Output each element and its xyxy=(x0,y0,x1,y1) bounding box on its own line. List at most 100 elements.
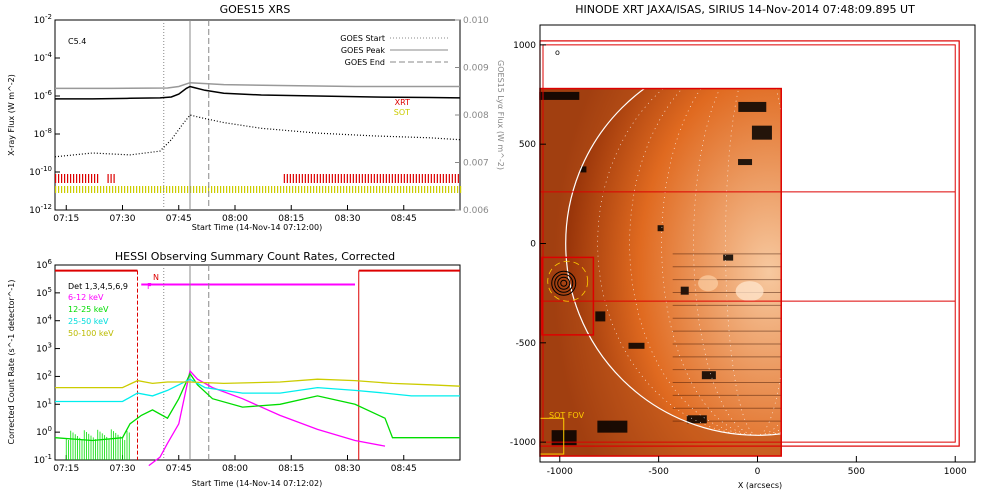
xrt-sot-fov-label: SOT FOV xyxy=(549,411,585,420)
xrt-dark-patch xyxy=(628,342,645,349)
goes-xlabel: Start Time (14-Nov-14 07:12:00) xyxy=(192,223,322,232)
goes-flare-class: C5.4 xyxy=(68,37,86,46)
goes-obs-sot-tick xyxy=(427,186,429,193)
goes-obs-sot-tick xyxy=(457,186,459,193)
goes-legend-start: GOES Start xyxy=(340,34,385,43)
goes-obs-sot-tick xyxy=(142,186,144,193)
xrt-dark-patch xyxy=(539,91,580,100)
goes-ytick-label: 10-8 xyxy=(34,127,52,140)
xrt-goes-contour xyxy=(547,260,589,302)
hessi-flag-n: N xyxy=(153,273,159,282)
goes-obs-xrt-tick xyxy=(64,174,66,183)
goes-obs-sot-tick xyxy=(145,186,147,193)
goes-obs-sot-tick xyxy=(403,186,405,193)
xrt-hessi-contour xyxy=(557,276,571,290)
goes-ytick-label: 10-12 xyxy=(29,203,52,216)
goes-obs-sot-tick xyxy=(283,186,285,193)
goes-obs-sot-tick xyxy=(181,186,183,193)
goes-obs-sot-tick xyxy=(409,186,411,193)
goes-obs-xrt-tick xyxy=(283,174,285,183)
hessi-legend-50-100: 50-100 keV xyxy=(68,329,114,338)
goes-obs-sot-tick xyxy=(64,186,66,193)
hessi-legend-12-25: 12-25 keV xyxy=(68,305,109,314)
goes-obs-sot-tick xyxy=(262,186,264,193)
goes-obs-sot-tick xyxy=(295,186,297,193)
goes-obs-sot-tick xyxy=(442,186,444,193)
xrt-xtick-label: -500 xyxy=(648,467,669,477)
goes-obs-xrt-tick xyxy=(418,174,420,183)
goes-obs-sot-tick xyxy=(157,186,159,193)
goes-y2tick-label: 0.008 xyxy=(463,111,489,121)
goes-obs-sot-tick xyxy=(175,186,177,193)
hessi-legend-25-50: 25-50 keV xyxy=(68,317,109,326)
goes-obs-xrt-tick xyxy=(286,174,288,183)
goes-obs-sot-tick xyxy=(289,186,291,193)
goes-obs-xrt-tick xyxy=(445,174,447,183)
hessi-xtick-label: 07:30 xyxy=(110,464,136,474)
xrt-xtick-label: 1000 xyxy=(944,467,967,477)
hessi-ytick-label: 102 xyxy=(36,369,52,382)
goes-obs-sot-tick xyxy=(88,186,90,193)
goes-y2tick-label: 0.010 xyxy=(463,16,489,26)
goes-series-line xyxy=(55,81,460,90)
goes-obs-sot-tick xyxy=(349,186,351,193)
xrt-bright-region xyxy=(698,275,719,292)
goes-obs-sot-tick xyxy=(319,186,321,193)
goes-obs-sot-tick xyxy=(172,186,174,193)
goes-obs-xrt-tick xyxy=(448,174,450,183)
xrt-hessi-contour xyxy=(554,273,574,293)
xrt-ytick-label: 500 xyxy=(519,140,536,150)
goes-obs-sot-tick xyxy=(313,186,315,193)
hessi-xtick-label: 08:30 xyxy=(335,464,361,474)
xrt-marker: o xyxy=(555,48,560,57)
xrt-ytick-label: -1000 xyxy=(510,438,536,448)
goes-obs-sot-tick xyxy=(115,186,117,193)
goes-obs-xrt-tick xyxy=(292,174,294,183)
goes-obs-sot-tick xyxy=(328,186,330,193)
goes-obs-sot-tick xyxy=(103,186,105,193)
goes-obs-sot-tick xyxy=(358,186,360,193)
goes-obs-xrt-tick xyxy=(340,174,342,183)
goes-legend-peak: GOES Peak xyxy=(341,46,386,55)
hessi-xlabel: Start Time (14-Nov-14 07:12:02) xyxy=(192,479,322,488)
goes-panel: GOES15 XRS 07:15 07:30 07:45 08:00 08:15 08:3… xyxy=(7,3,505,232)
goes-obs-sot-tick xyxy=(82,186,84,193)
goes-obs-sot-tick xyxy=(274,186,276,193)
hessi-series-line xyxy=(54,372,460,442)
goes-obs-sot-tick xyxy=(139,186,141,193)
goes-obs-xrt-tick xyxy=(388,174,390,183)
xrt-bright-region xyxy=(735,281,764,302)
goes-obs-sot-tick xyxy=(448,186,450,193)
goes-obs-sot-tick xyxy=(73,186,75,193)
hessi-legend: Det 1,3,4,5,6,9 6-12 keV 12-25 keV 25-50… xyxy=(68,273,159,338)
goes-obs-sot-tick xyxy=(271,186,273,193)
goes-obs-sot-tick xyxy=(382,186,384,193)
xrt-ytick-label: 0 xyxy=(530,240,536,250)
goes-obs-sot-tick xyxy=(223,186,225,193)
goes-obs-sot-tick xyxy=(439,186,441,193)
goes-obs-xrt-tick xyxy=(355,174,357,183)
goes-ylabel: X-ray Flux (W m^-2) xyxy=(7,74,16,156)
goes-obs-xrt-tick xyxy=(337,174,339,183)
hessi-xtick-label: 07:15 xyxy=(53,464,79,474)
goes-obs-xrt-tick xyxy=(301,174,303,183)
xrt-plot: -1000 -500 0 500 1000 1000 500 0 -500 -1000 xyxy=(510,24,976,477)
goes-obs-sot-tick xyxy=(286,186,288,193)
hessi-panel: HESSI Observing Summary Count Rates, Cor… xyxy=(7,250,461,488)
goes-obs-xrt-tick xyxy=(400,174,402,183)
goes-obs-sot-tick xyxy=(238,186,240,193)
goes-obs-sot-tick xyxy=(352,186,354,193)
goes-obs-xrt-tick xyxy=(94,174,96,183)
goes-obs-xrt-tick xyxy=(307,174,309,183)
goes-obs-sot-tick xyxy=(79,186,81,193)
goes-obs-xrt-tick xyxy=(409,174,411,183)
goes-obs-sot-tick xyxy=(415,186,417,193)
goes-obs-sot-tick xyxy=(247,186,249,193)
goes-obs-xrt-tick xyxy=(382,174,384,183)
goes-obs-xrt-tick xyxy=(331,174,333,183)
goes-xtick-label: 08:30 xyxy=(335,214,361,224)
goes-obs-xrt-tick xyxy=(352,174,354,183)
goes-obs-xrt-tick xyxy=(454,174,456,183)
goes-obs-sot-tick xyxy=(277,186,279,193)
hessi-xtick-label: 08:00 xyxy=(222,464,248,474)
